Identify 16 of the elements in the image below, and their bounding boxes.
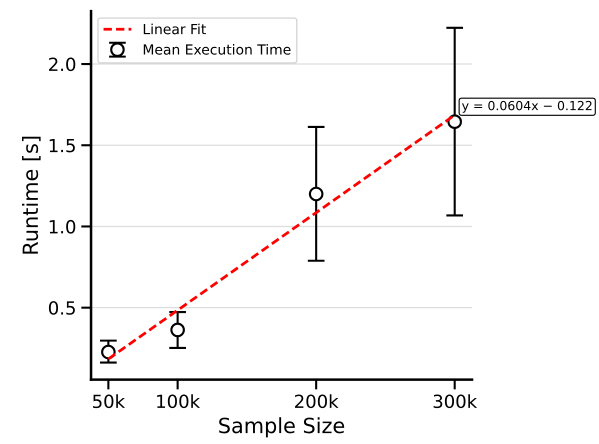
y-tick-label: 1.0 <box>50 220 76 234</box>
y-tick-label: 1.5 <box>50 138 75 152</box>
y-axis-title: Runtime [s] <box>22 136 41 254</box>
x-axis-title: Sample Size <box>219 417 344 438</box>
x-tick-label: 200k <box>295 394 339 408</box>
point <box>447 114 462 129</box>
point <box>308 186 324 202</box>
legend-label: Mean Execution Time <box>144 44 290 55</box>
legend-label: Linear Fit <box>144 24 206 34</box>
y-tick-label: 0.5 <box>48 301 75 315</box>
annotation: y = 0.0604x − 0.122 <box>462 100 592 113</box>
x-tick-label: 100k <box>157 394 200 408</box>
y-tick-label: 2.0 <box>49 58 76 72</box>
x-tick-label: 300k <box>434 394 478 408</box>
x-tick-label: 50k <box>93 394 126 408</box>
point <box>170 322 185 338</box>
